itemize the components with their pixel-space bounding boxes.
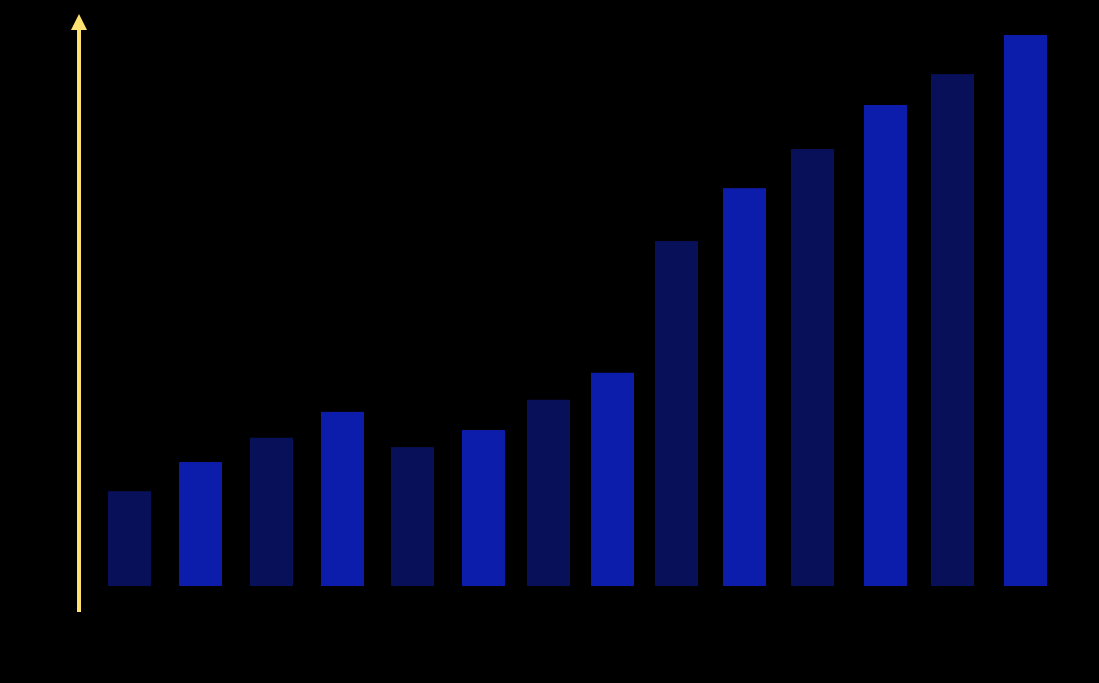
bar-8 (591, 372, 634, 586)
bar-1 (108, 491, 151, 586)
bar-11 (791, 149, 834, 586)
bar-7 (527, 399, 570, 586)
bar-12 (864, 104, 907, 587)
y-axis-arrow-icon (71, 14, 87, 30)
bar-14 (1004, 35, 1047, 586)
bar-9 (655, 241, 698, 586)
bar-4 (321, 411, 364, 586)
bar-3 (250, 437, 293, 586)
bar-2 (179, 462, 222, 586)
bar-5 (391, 447, 434, 586)
bar-13 (931, 74, 974, 586)
bar-6 (462, 430, 505, 586)
bar-10 (723, 188, 766, 587)
bars (108, 35, 1047, 587)
